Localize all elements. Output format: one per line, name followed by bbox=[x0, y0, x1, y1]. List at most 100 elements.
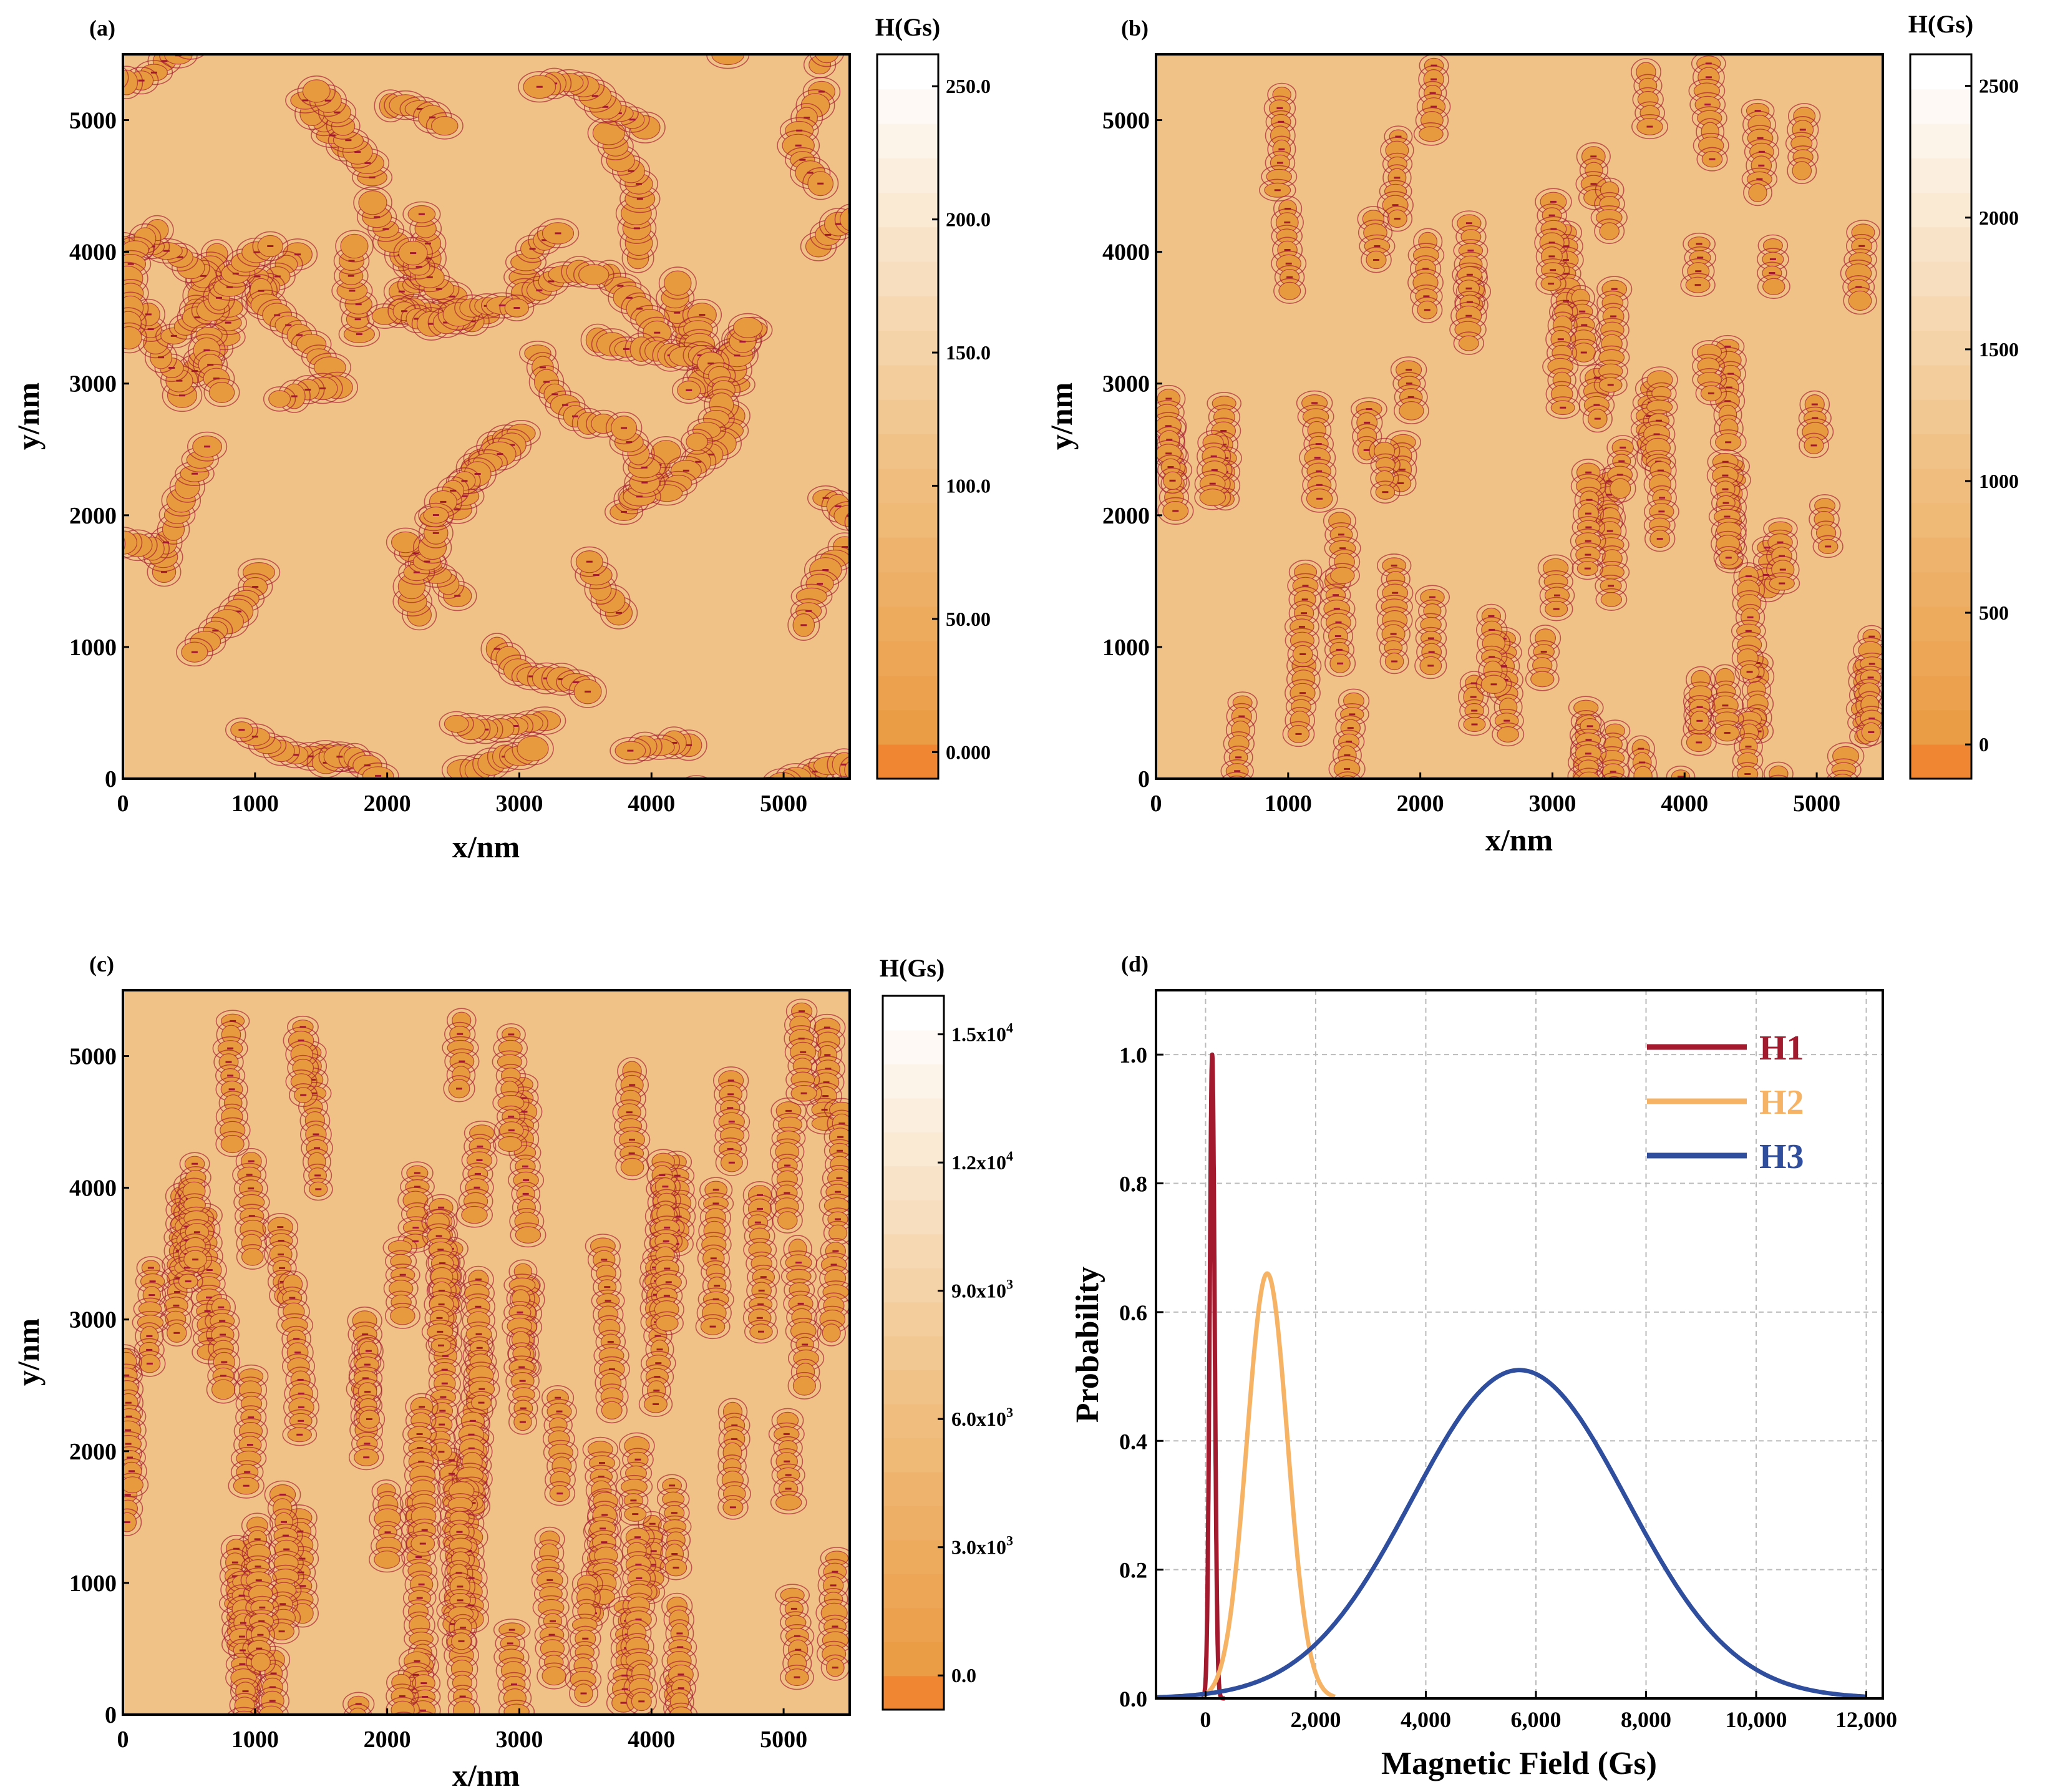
domain bbox=[1420, 616, 1442, 633]
domain-contour bbox=[1856, 718, 1883, 746]
domain bbox=[540, 1639, 565, 1658]
domain bbox=[234, 1697, 255, 1713]
domain-contour bbox=[664, 1688, 694, 1715]
domain bbox=[452, 1675, 473, 1692]
colorbar-segment bbox=[877, 744, 938, 779]
panel-a-frame bbox=[122, 53, 851, 780]
domain bbox=[1748, 183, 1767, 202]
colorbar-segment bbox=[877, 157, 938, 193]
domain bbox=[1633, 766, 1653, 779]
y-tick-label: 4000 bbox=[1102, 240, 1150, 266]
domain-contour bbox=[239, 2, 279, 34]
colorbar-segment bbox=[1910, 537, 1971, 573]
domain-contour bbox=[510, 1222, 546, 1248]
domain-contour bbox=[386, 1697, 420, 1715]
domain bbox=[1766, 807, 1787, 822]
domain-contour bbox=[263, 386, 296, 412]
domain bbox=[548, 1417, 568, 1433]
colorbar-segment bbox=[877, 640, 938, 676]
domain-contour bbox=[1713, 546, 1744, 570]
domain-contour bbox=[155, 323, 193, 349]
domain bbox=[1632, 794, 1656, 814]
domain-contour bbox=[544, 1481, 576, 1506]
domain bbox=[726, 785, 754, 809]
domain-contour bbox=[336, 1788, 368, 1792]
domain bbox=[1815, 524, 1837, 542]
domain bbox=[1762, 819, 1786, 837]
domain-contour bbox=[1757, 274, 1790, 299]
domain-contour bbox=[818, 208, 850, 240]
colorbar-segment bbox=[883, 1506, 944, 1541]
domain-contour bbox=[693, 779, 729, 807]
domain-contour bbox=[512, 732, 554, 766]
y-tick-label: 5000 bbox=[69, 1044, 117, 1070]
domain-contour bbox=[715, 1149, 749, 1176]
domain bbox=[1666, 822, 1690, 841]
domain bbox=[512, 1346, 532, 1361]
domain-contour bbox=[1826, 758, 1862, 779]
domain-contour bbox=[1301, 484, 1338, 513]
domain-contour bbox=[828, 500, 850, 531]
domain-contour bbox=[236, 1244, 269, 1270]
y-tick-label: 3000 bbox=[1102, 371, 1150, 397]
colorbar-segment bbox=[877, 468, 938, 504]
colorbar-segment bbox=[883, 1335, 944, 1371]
domain bbox=[1343, 692, 1365, 709]
domain-contour bbox=[672, 376, 706, 404]
panel-d-y-axis-label: Probability bbox=[1070, 1267, 1105, 1423]
domain-contour bbox=[1696, 147, 1728, 172]
domain bbox=[1633, 782, 1655, 797]
domain bbox=[1598, 349, 1625, 366]
domain-contour bbox=[213, 21, 253, 47]
x-tick-label: 4000 bbox=[628, 1726, 675, 1753]
domain bbox=[814, 54, 839, 64]
domain-contour bbox=[706, 787, 744, 811]
x-tick-label: 0 bbox=[1150, 791, 1162, 817]
domain bbox=[1762, 238, 1783, 253]
domain-contour bbox=[573, 260, 614, 290]
domain-contour bbox=[1594, 218, 1625, 245]
domain bbox=[785, 1615, 807, 1630]
domain-contour bbox=[744, 1320, 779, 1344]
panel-b-y-axis-label: y/nm bbox=[1044, 382, 1079, 450]
colorbar-segment bbox=[1910, 468, 1971, 504]
panel-c-colorbar: 0.0 3.0x103 6.0x103 9.0x103 1.2x104 1.5x104 bbox=[882, 995, 1013, 1711]
domain-contour bbox=[787, 609, 820, 641]
domain bbox=[1832, 774, 1853, 779]
domain bbox=[391, 1700, 415, 1715]
domain-contour bbox=[203, 377, 240, 407]
domain-contour bbox=[282, 1423, 318, 1446]
domain-contour bbox=[1379, 648, 1409, 674]
x-tick-label: 5000 bbox=[760, 1726, 807, 1753]
colorbar-segment bbox=[883, 1234, 944, 1269]
domain-contour bbox=[408, 1738, 440, 1765]
domain-contour bbox=[1220, 759, 1254, 779]
domain-contour bbox=[348, 1444, 384, 1471]
panel-a-label: (a) bbox=[89, 16, 115, 41]
domain-contour bbox=[206, 605, 250, 638]
domain-contour bbox=[762, 768, 802, 779]
domain-contour bbox=[537, 1662, 571, 1690]
domain bbox=[409, 1736, 432, 1750]
domain bbox=[839, 207, 850, 231]
domain-contour bbox=[1764, 572, 1800, 595]
domain bbox=[95, 533, 120, 554]
colorbar-segment bbox=[877, 261, 938, 296]
domain bbox=[775, 1494, 802, 1511]
domain bbox=[220, 1134, 245, 1154]
x-tick-label: 4000 bbox=[628, 791, 675, 817]
colorbar-tick-label: 2500 bbox=[1979, 75, 2019, 97]
domain-contour bbox=[0, 523, 39, 552]
panel-a-axes: 0 1000 2000 3000 4000 5000 0 1000 2000 3000 4000 50… bbox=[69, 108, 807, 817]
domain bbox=[777, 1211, 798, 1230]
domain-contour bbox=[704, 29, 741, 54]
y-tick-label: 1.0 bbox=[1119, 1043, 1147, 1068]
domain bbox=[844, 760, 850, 779]
domain-contour bbox=[393, 236, 433, 270]
legend-label-h1: H1 bbox=[1759, 1029, 1804, 1068]
domain-contour bbox=[809, 54, 845, 67]
domain bbox=[1835, 828, 1855, 847]
domain-contour bbox=[1535, 272, 1567, 295]
domain bbox=[822, 1323, 841, 1343]
domain-contour bbox=[1757, 816, 1791, 841]
